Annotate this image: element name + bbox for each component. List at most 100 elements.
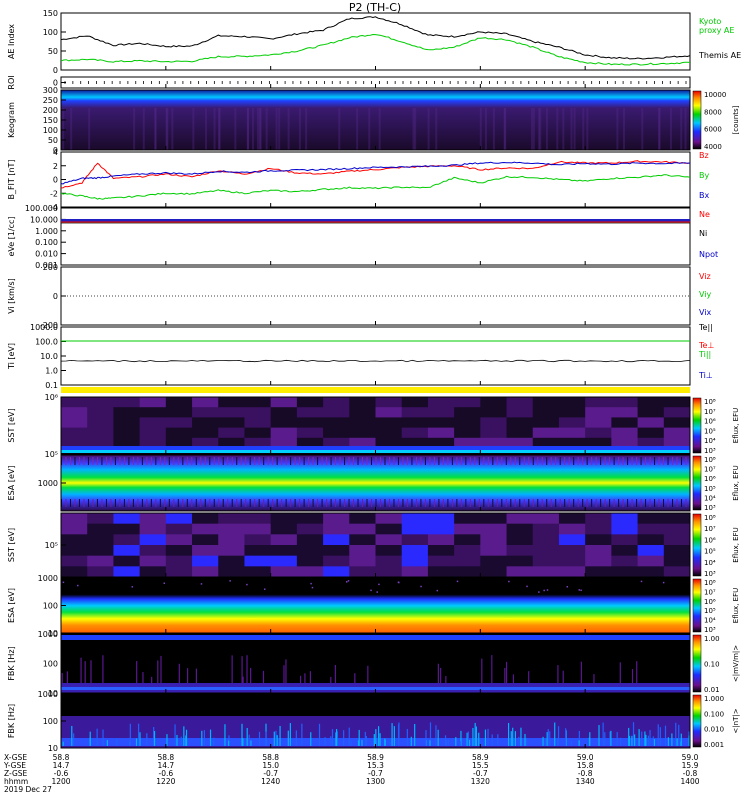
legend-Ti⊥: Ti⊥ — [698, 371, 713, 380]
sst-elec-cell — [270, 545, 298, 557]
sst-ion-cell — [244, 417, 272, 429]
sst-elec-cell — [270, 534, 298, 546]
ytick-label-2-6: 0 — [53, 146, 58, 155]
esa-ion-noise — [663, 499, 665, 507]
keogram-streak — [88, 108, 91, 150]
sst-elec-cell — [611, 513, 639, 525]
fbk-e-burst — [593, 674, 595, 683]
esa-ion-noise — [339, 457, 341, 465]
esa-ion-noise — [631, 457, 633, 465]
esa-ion-noise — [537, 457, 539, 465]
sst-elec-cell — [427, 523, 455, 535]
fbk-b-burst — [135, 738, 138, 746]
fbk-b-burst — [676, 738, 678, 746]
keogram-streak — [234, 108, 237, 150]
esa-elec-speck — [229, 580, 231, 582]
keogram-streak — [573, 108, 576, 150]
sst-elec-cell — [244, 555, 272, 567]
fbk-b-burst — [180, 736, 182, 746]
sst-ion-cell — [165, 397, 193, 408]
fbk-b-burst — [475, 726, 477, 746]
esa-ion-noise — [465, 499, 467, 507]
colorbar-label-11-1: 0.10 — [704, 661, 720, 669]
esa-ion-noise — [541, 499, 543, 507]
fbk-b-burst — [96, 728, 98, 746]
esa-ion-noise — [573, 457, 575, 465]
sst-elec-cell — [585, 555, 612, 567]
fbk-b-burst — [89, 731, 91, 746]
sst-elec-cell — [113, 566, 141, 578]
esa-ion-noise — [393, 457, 395, 465]
ylabel-10: ESA [eV] — [7, 588, 16, 623]
sst-elec-cell — [506, 523, 534, 535]
ylabel-2: Keogram — [7, 102, 16, 138]
esa-ion-noise — [357, 457, 359, 465]
sst-ion-cell — [637, 407, 665, 418]
sst-elec-cell — [139, 545, 167, 557]
keogram-streak — [479, 108, 482, 150]
ytick-label-5-0: 200 — [43, 263, 58, 272]
esa-elec-speck — [566, 585, 569, 588]
ytick-label-2-4: 100 — [43, 126, 58, 135]
keogram-streak — [154, 108, 157, 150]
esa-ion-noise — [622, 457, 624, 465]
esa-ion-noise — [456, 457, 458, 465]
sst-ion-cell — [113, 397, 141, 408]
ylabel-3: B_FIT [nT] — [7, 159, 16, 199]
sst-elec-cell — [427, 513, 455, 525]
esa-ion-noise — [600, 457, 602, 465]
esa-ion-noise — [335, 499, 337, 507]
esa-ion-noise — [128, 499, 130, 507]
ytick-label-2-5: 50 — [48, 136, 58, 145]
colorbar-7 — [692, 397, 702, 454]
sst-ion-cell — [165, 407, 193, 418]
colorbar-label-10-4: 10⁴ — [704, 617, 716, 625]
keogram-streak — [62, 108, 65, 150]
ylabel-4: eVe [1/cc] — [7, 216, 16, 256]
fbk-b-burst — [410, 736, 412, 746]
colorbar-11 — [692, 634, 702, 693]
esa-ion-noise — [501, 499, 503, 507]
sst-ion-cell — [323, 397, 350, 408]
esa-ion-noise — [577, 457, 579, 465]
sst-elec-cell — [558, 523, 586, 535]
sst-ion-cell — [375, 437, 403, 449]
colorbar-label-7-3: 10⁵ — [704, 427, 716, 435]
fbk-b-burst — [675, 722, 677, 746]
fbk-b-burst — [507, 723, 510, 746]
esa-ion-noise — [582, 499, 584, 507]
sst-elec-cell — [611, 523, 639, 535]
sst-ion-cell — [270, 407, 298, 418]
fbk-b-burst — [660, 739, 662, 746]
sst-elec-cell — [218, 513, 245, 525]
sst-elec-cell — [637, 513, 665, 525]
sst-ion-cell — [558, 417, 586, 429]
keogram-streak — [305, 108, 308, 150]
colorbar-label-7-4: 10⁴ — [704, 437, 716, 445]
fbk-e-burst — [440, 667, 442, 683]
esa-ion-noise — [384, 499, 386, 507]
esa-ion-noise — [294, 457, 296, 465]
sst-ion-cell — [218, 397, 245, 408]
fbk-b-burst — [472, 727, 474, 746]
footer-value: 58.8 — [262, 753, 279, 762]
fbk-b-burst — [445, 740, 448, 746]
esa-ion-noise — [667, 499, 669, 507]
esa-ion-noise — [362, 457, 364, 465]
esa-ion-noise — [281, 457, 283, 465]
sst-elec-cell — [506, 566, 534, 578]
ytick-label-7-0: 10⁶ — [45, 393, 58, 402]
esa-ion-noise — [654, 499, 656, 507]
esa-ion-noise — [510, 499, 512, 507]
keogram-streak — [669, 108, 672, 150]
esa-elec-speck — [246, 583, 248, 586]
sst-elec-cell — [244, 523, 272, 535]
sst-ion-cell — [349, 417, 376, 429]
keogram-streak — [259, 108, 262, 150]
esa-ion-noise — [523, 499, 525, 507]
sst-ion-cell — [375, 397, 403, 408]
sst-elec-cell — [375, 523, 403, 535]
sst-elec-cell — [323, 523, 350, 535]
esa-ion-noise — [541, 457, 543, 465]
